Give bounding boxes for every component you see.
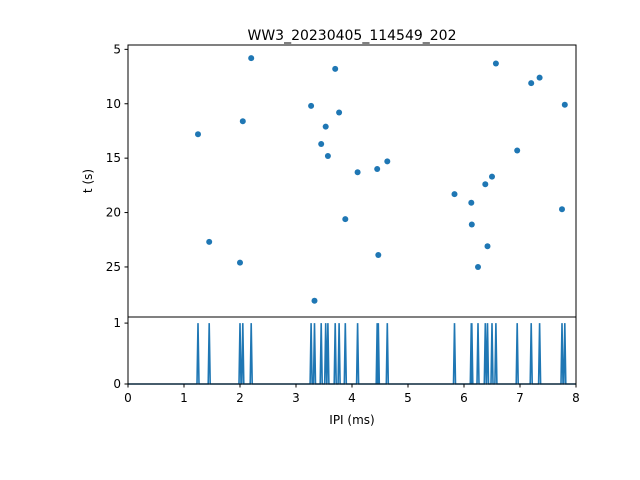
scatter-point <box>484 243 491 250</box>
ipi-y-tick-label: 0 <box>113 377 121 391</box>
scatter-point <box>354 169 361 176</box>
scatter-point <box>384 158 391 165</box>
scatter-point <box>482 181 489 188</box>
y-axis-label: t (s) <box>81 169 95 193</box>
x-tick-label: 7 <box>516 391 524 405</box>
scatter-point <box>239 118 246 125</box>
scatter-point <box>536 74 543 81</box>
x-tick-label: 3 <box>292 391 300 405</box>
ipi-x-ticks: 0 1 2 3 4 5 6 7 8 <box>124 384 580 405</box>
scatter-point <box>322 123 329 130</box>
scatter-point <box>332 65 339 72</box>
scatter-point <box>374 166 381 172</box>
ipi-y-tick-label: 1 <box>113 316 121 330</box>
scatter-point <box>561 101 568 108</box>
scatter-point <box>489 173 495 180</box>
x-tick-label: 4 <box>348 391 356 405</box>
scatter-points <box>195 55 568 304</box>
x-tick-label: 0 <box>124 391 132 405</box>
x-axis-label: IPI (ms) <box>329 413 374 427</box>
scatter-point <box>475 264 481 270</box>
scatter-point <box>311 297 318 304</box>
scatter-point <box>468 221 475 228</box>
scatter-y-ticks: 5 10 15 20 25 <box>106 42 128 274</box>
scatter-plot-area <box>127 44 577 318</box>
scatter-point <box>451 191 458 198</box>
scatter-point <box>514 147 521 154</box>
y-tick-label: 15 <box>106 151 121 165</box>
scatter-axes: 5 10 15 20 25 WW3_20230405_114549_202 t (s) <box>81 28 577 318</box>
scatter-point <box>468 199 475 206</box>
scatter-point <box>237 259 243 266</box>
scatter-point <box>206 238 213 245</box>
scatter-point <box>248 55 255 62</box>
scatter-point <box>375 252 382 258</box>
scatter-point <box>559 206 565 213</box>
chart-title: WW3_20230405_114549_202 <box>247 28 456 44</box>
scatter-point <box>324 153 331 159</box>
scatter-point <box>492 60 499 67</box>
x-tick-label: 1 <box>180 391 188 405</box>
y-tick-label: 5 <box>113 42 121 56</box>
y-tick-label: 25 <box>106 260 121 274</box>
scatter-point <box>308 102 315 109</box>
ipi-plot-area <box>128 317 576 384</box>
scatter-point <box>195 131 201 138</box>
x-tick-label: 6 <box>460 391 468 405</box>
x-tick-label: 8 <box>572 391 580 405</box>
ipi-y-ticks: 01 <box>113 316 128 391</box>
x-tick-label: 2 <box>236 391 244 405</box>
y-tick-label: 20 <box>106 206 121 220</box>
scatter-point <box>336 109 343 116</box>
scatter-point <box>528 80 535 87</box>
scatter-point <box>318 141 325 147</box>
y-tick-label: 10 <box>106 97 121 111</box>
scatter-point <box>342 216 349 223</box>
x-tick-label: 5 <box>404 391 412 405</box>
